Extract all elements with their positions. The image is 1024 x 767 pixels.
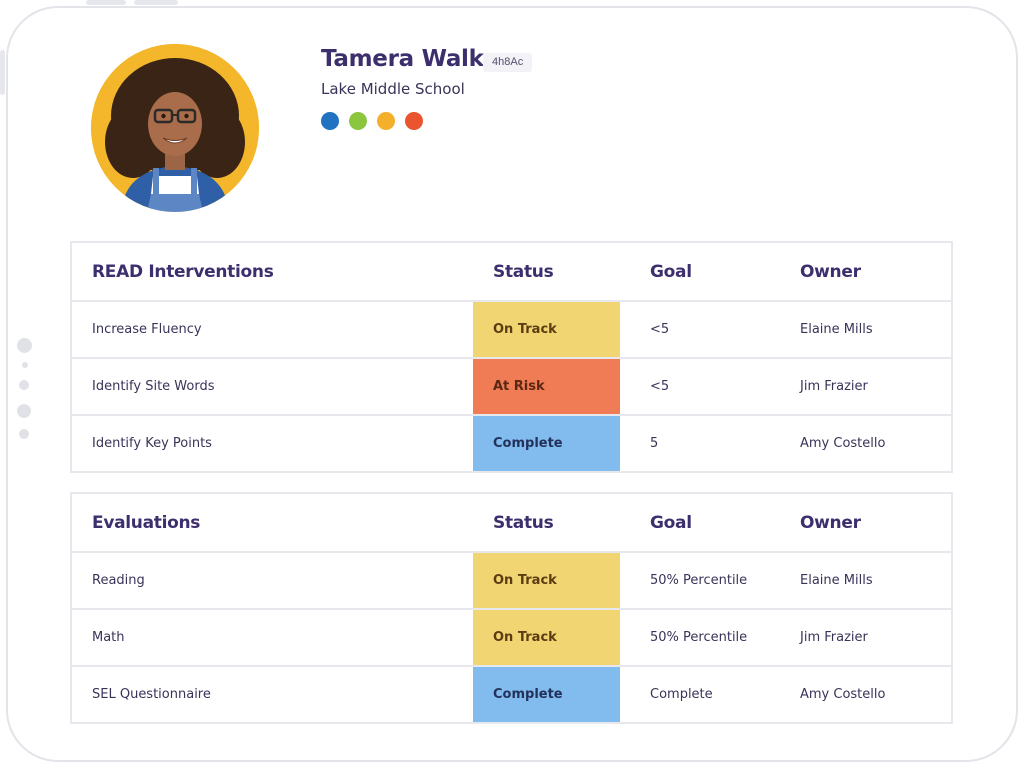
table-row[interactable]: Identify Site Words At Risk <5 Jim Frazi… — [71, 358, 952, 416]
status-badge: Complete — [473, 415, 620, 472]
column-header-owner: Owner — [780, 493, 952, 553]
evaluation-name: Math — [71, 609, 473, 667]
status-badge: Complete — [473, 666, 620, 723]
device-top-button — [86, 0, 126, 5]
column-header-goal: Goal — [620, 242, 780, 302]
evaluation-name: SEL Questionnaire — [92, 687, 211, 702]
goal-value: 50% Percentile — [620, 552, 780, 610]
owner-name: Amy Costello — [800, 436, 886, 451]
goal-value: 50% Percentile — [620, 609, 780, 667]
table-row[interactable]: SEL Questionnaire Complete Complete Amy … — [71, 666, 952, 723]
owner-name: Amy Costello — [800, 687, 886, 702]
student-id-badge: 4h8Ac — [483, 53, 533, 72]
device-side-button — [0, 50, 5, 95]
tag-color-dot-yellow[interactable] — [377, 112, 395, 130]
status-badge: On Track — [473, 552, 620, 610]
owner-name: Jim Frazier — [780, 609, 952, 667]
table-row[interactable]: Increase Fluency On Track <5 Elaine Mill… — [71, 301, 952, 359]
table-row[interactable]: Math On Track 50% Percentile Jim Frazier — [71, 609, 952, 667]
table-row[interactable]: Reading On Track 50% Percentile Elaine M… — [71, 552, 952, 610]
table-row[interactable]: Identify Key Points Complete 5 Amy Coste… — [71, 415, 952, 472]
intervention-name: Increase Fluency — [71, 301, 473, 359]
status-badge: At Risk — [473, 358, 620, 416]
column-header-goal: Goal — [620, 493, 780, 553]
device-sensor-dot — [19, 380, 29, 390]
goal-value: <5 — [620, 358, 780, 416]
tag-color-dot-green[interactable] — [349, 112, 367, 130]
student-name: Tamera Walker — [321, 46, 510, 72]
device-sensor-dot — [17, 338, 32, 353]
device-sensor-dot — [17, 404, 31, 418]
device-top-button — [134, 0, 178, 5]
owner-name: Elaine Mills — [780, 301, 952, 359]
column-header-evaluation: Evaluations — [71, 493, 473, 553]
tag-color-dot-red[interactable] — [405, 112, 423, 130]
evaluation-name: Reading — [71, 552, 473, 610]
evaluations-table: Evaluations Status Goal Owner Reading On… — [70, 492, 953, 724]
device-sensor-dot — [22, 362, 28, 368]
school-name: Lake Middle School — [321, 80, 465, 98]
goal-value: <5 — [620, 301, 780, 359]
column-header-owner: Owner — [780, 242, 952, 302]
tag-color-dot-blue[interactable] — [321, 112, 339, 130]
column-header-status: Status — [473, 493, 620, 553]
device-sensor-dot — [19, 429, 29, 439]
read-interventions-table: READ Interventions Status Goal Owner Inc… — [70, 241, 953, 473]
table-header-row: READ Interventions Status Goal Owner — [71, 242, 952, 302]
student-portrait-image — [91, 44, 259, 212]
column-header-intervention: READ Interventions — [71, 242, 473, 302]
intervention-name: Identify Key Points — [92, 436, 212, 451]
goal-value: 5 — [650, 436, 659, 451]
table-header-row: Evaluations Status Goal Owner — [71, 493, 952, 553]
owner-name: Elaine Mills — [780, 552, 952, 610]
status-badge: On Track — [473, 301, 620, 359]
column-header-status: Status — [473, 242, 620, 302]
student-avatar — [91, 44, 259, 212]
owner-name: Jim Frazier — [780, 358, 952, 416]
status-badge: On Track — [473, 609, 620, 667]
intervention-name: Identify Site Words — [71, 358, 473, 416]
goal-value: Complete — [650, 687, 713, 702]
